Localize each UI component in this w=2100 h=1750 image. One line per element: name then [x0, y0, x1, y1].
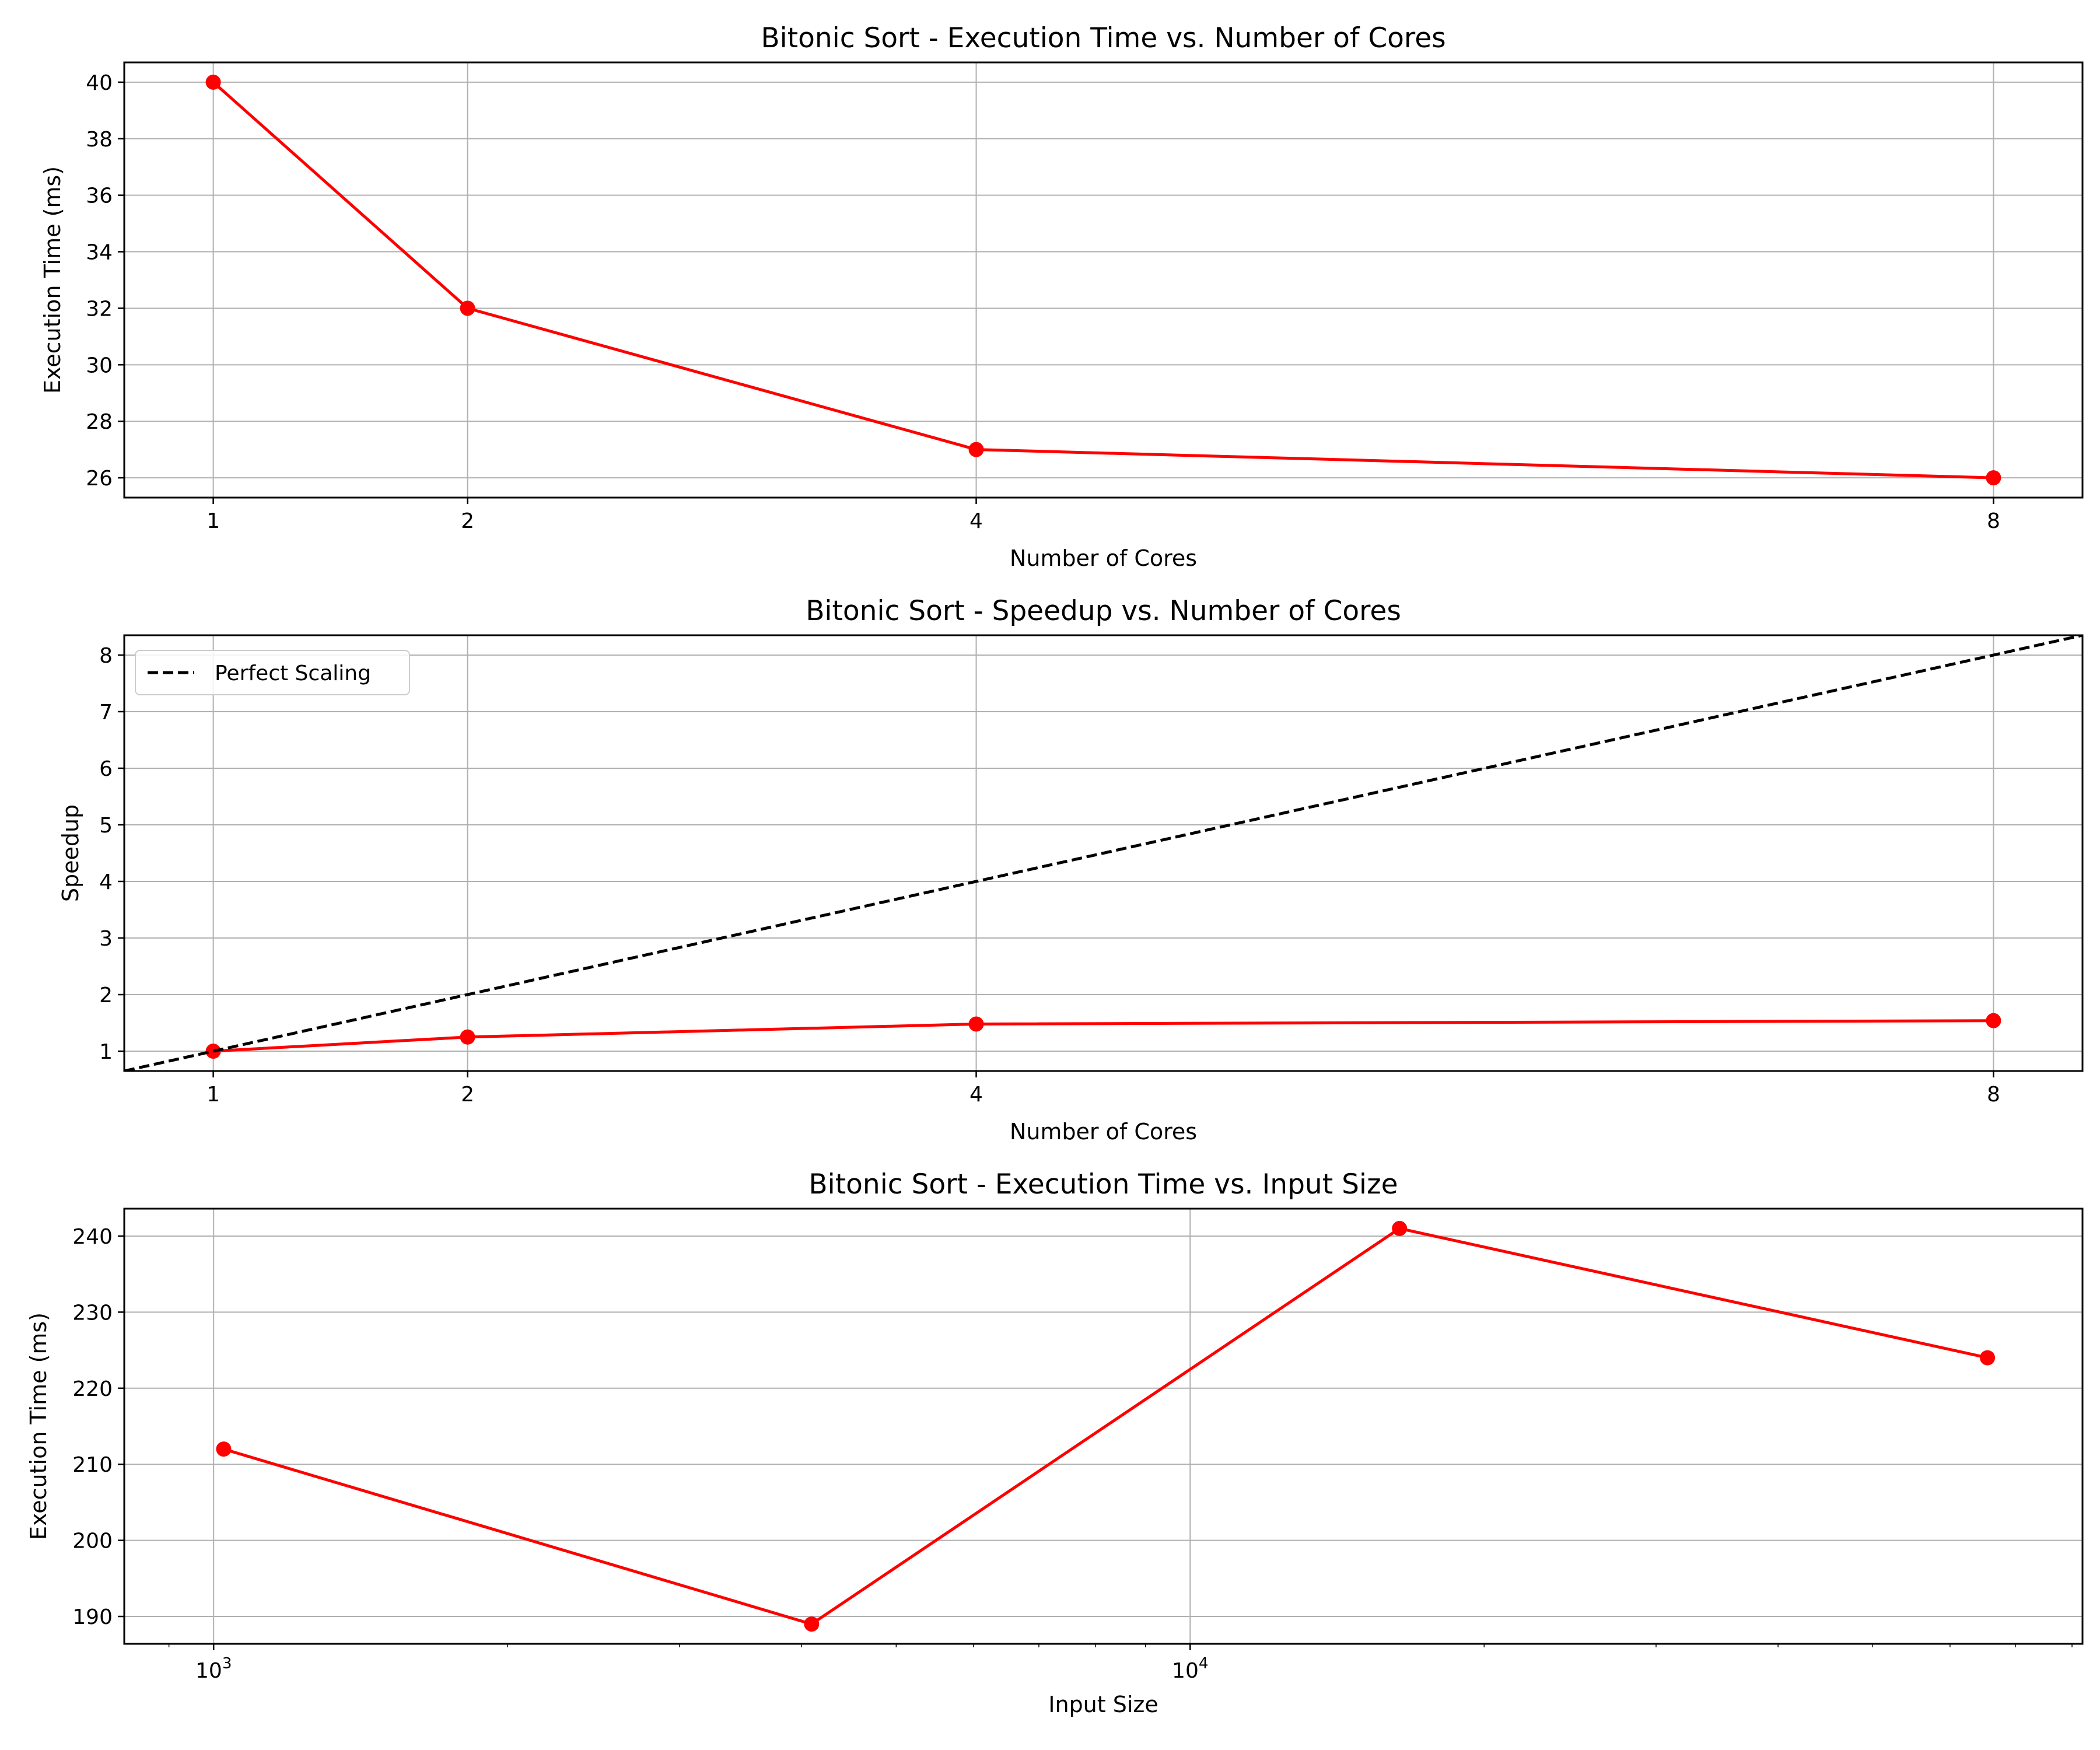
data-point: [1980, 1350, 1996, 1366]
legend-box: [135, 650, 410, 695]
data-point: [205, 74, 221, 90]
y-tick-label: 32: [86, 297, 113, 321]
chart-title: Bitonic Sort - Execution Time vs. Number…: [761, 22, 1446, 54]
y-tick-label: 30: [86, 354, 113, 377]
chart-panel-3: 103 104 190 200 210 220 230 240 Bitonic Sort - E…: [26, 1168, 2084, 1717]
y-tick-label: 3: [99, 927, 113, 951]
y-tick-label: 6: [99, 757, 113, 781]
x-axis-label: Input Size: [1048, 1692, 1158, 1717]
y-tick-label: 220: [72, 1377, 113, 1401]
data-point: [1986, 1013, 2001, 1028]
axes-frame: [123, 61, 2084, 499]
y-tick-label: 4: [99, 870, 113, 894]
data-point: [1392, 1220, 1408, 1236]
y-axis-label: Speedup: [58, 804, 83, 902]
x-tick-label: 103: [195, 1655, 232, 1683]
y-tick-label: 210: [72, 1453, 113, 1477]
series-line: [212, 81, 1994, 480]
data-point: [804, 1616, 820, 1632]
x-tick-label: 1: [206, 1083, 220, 1107]
chart-title: Bitonic Sort - Execution Time vs. Input …: [808, 1168, 1398, 1200]
x-tick-label: 4: [970, 509, 983, 533]
y-tick-label: 5: [99, 814, 113, 838]
legend: Perfect Scaling: [135, 650, 410, 695]
legend-label: Perfect Scaling: [215, 662, 371, 685]
y-tick-label: 38: [86, 128, 113, 152]
chart-panel-1: 1 2 4 8 26 28 30 32 34 36 38 40 Bitonic Sort - Execu…: [40, 22, 2084, 571]
y-tick-label: 28: [86, 410, 113, 434]
y-tick-label: 230: [72, 1301, 113, 1325]
x-tick-label: 104: [1172, 1655, 1208, 1683]
series-line: [213, 1019, 1994, 1053]
x-tick-label: 8: [1987, 1083, 2000, 1107]
y-tick-label: 200: [72, 1530, 113, 1553]
y-tick-label: 8: [99, 644, 113, 668]
y-tick-label: 40: [86, 71, 113, 95]
y-tick-label: 7: [99, 701, 113, 724]
chart-title: Bitonic Sort - Speedup vs. Number of Cor…: [806, 595, 1401, 627]
data-point: [460, 1029, 475, 1045]
y-tick-label: 26: [86, 467, 113, 491]
y-axis-label: Execution Time (ms): [40, 166, 65, 394]
perfect-scaling-line: [124, 635, 2082, 1071]
y-tick-label: 34: [86, 241, 113, 265]
x-tick-label: 2: [461, 509, 474, 533]
x-tick-label: 4: [970, 1083, 983, 1107]
x-axis-label: Number of Cores: [1010, 545, 1197, 571]
y-tick-label: 36: [86, 184, 113, 208]
data-point: [968, 442, 984, 457]
y-tick-label: 240: [72, 1225, 113, 1249]
y-axis-label: Execution Time (ms): [26, 1312, 51, 1540]
axes-frame: [123, 634, 2084, 1072]
series-line: [223, 1227, 1988, 1626]
data-point: [1986, 470, 2001, 486]
axes-frame: [123, 1208, 2084, 1645]
y-tick-label: 190: [72, 1605, 113, 1629]
data-point: [968, 1016, 984, 1032]
x-axis-label: Number of Cores: [1010, 1119, 1197, 1144]
y-tick-label: 2: [99, 984, 113, 1007]
data-point: [216, 1441, 232, 1457]
y-tick-label: 1: [99, 1040, 113, 1064]
x-tick-label: 2: [461, 1083, 474, 1107]
data-point: [460, 300, 475, 316]
x-tick-label: 1: [206, 509, 220, 533]
x-tick-label: 8: [1987, 509, 2000, 533]
